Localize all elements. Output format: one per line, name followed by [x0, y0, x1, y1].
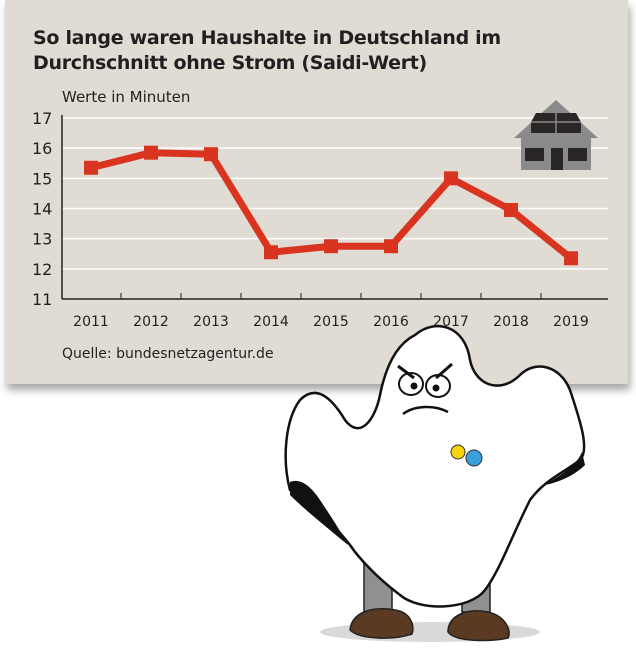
y-tick-label: 15: [32, 169, 52, 188]
x-tick-label: 2013: [193, 314, 229, 330]
y-tick-label: 12: [32, 260, 52, 279]
ghost-mascot: [284, 325, 586, 642]
data-point: [264, 245, 278, 260]
x-tick-label: 2014: [253, 314, 289, 330]
data-point: [384, 239, 398, 254]
x-tick-label: 2015: [313, 314, 349, 330]
x-tick-label: 2019: [553, 314, 589, 330]
x-tick-label: 2012: [133, 314, 169, 330]
y-tick-label: 13: [32, 230, 52, 249]
data-point: [144, 145, 158, 160]
blue-badge: [465, 449, 483, 467]
y-tick-label: 14: [32, 200, 52, 219]
y-tick-label: 11: [32, 290, 52, 309]
y-tick-label: 16: [32, 139, 52, 158]
radiation-badge: [450, 444, 466, 460]
chart-card: [5, 0, 628, 384]
shoe-right: [447, 610, 510, 642]
data-point: [324, 239, 338, 254]
y-axis-label: Werte in Minuten: [62, 88, 191, 106]
source-note: Quelle: bundesnetzagentur.de: [62, 346, 274, 362]
data-point: [504, 203, 518, 218]
house-icon: [514, 100, 598, 170]
chart-title: So lange waren Haushalte in Deutschland …: [33, 27, 501, 74]
x-tick-label: 2016: [373, 314, 409, 330]
data-point: [84, 160, 98, 175]
data-point: [564, 251, 578, 266]
data-point: [444, 171, 458, 186]
x-tick-label: 2018: [493, 314, 529, 330]
x-tick-label: 2011: [73, 314, 109, 330]
y-tick-label: 17: [32, 109, 52, 128]
data-point: [204, 147, 218, 162]
shoe-left: [349, 608, 414, 639]
